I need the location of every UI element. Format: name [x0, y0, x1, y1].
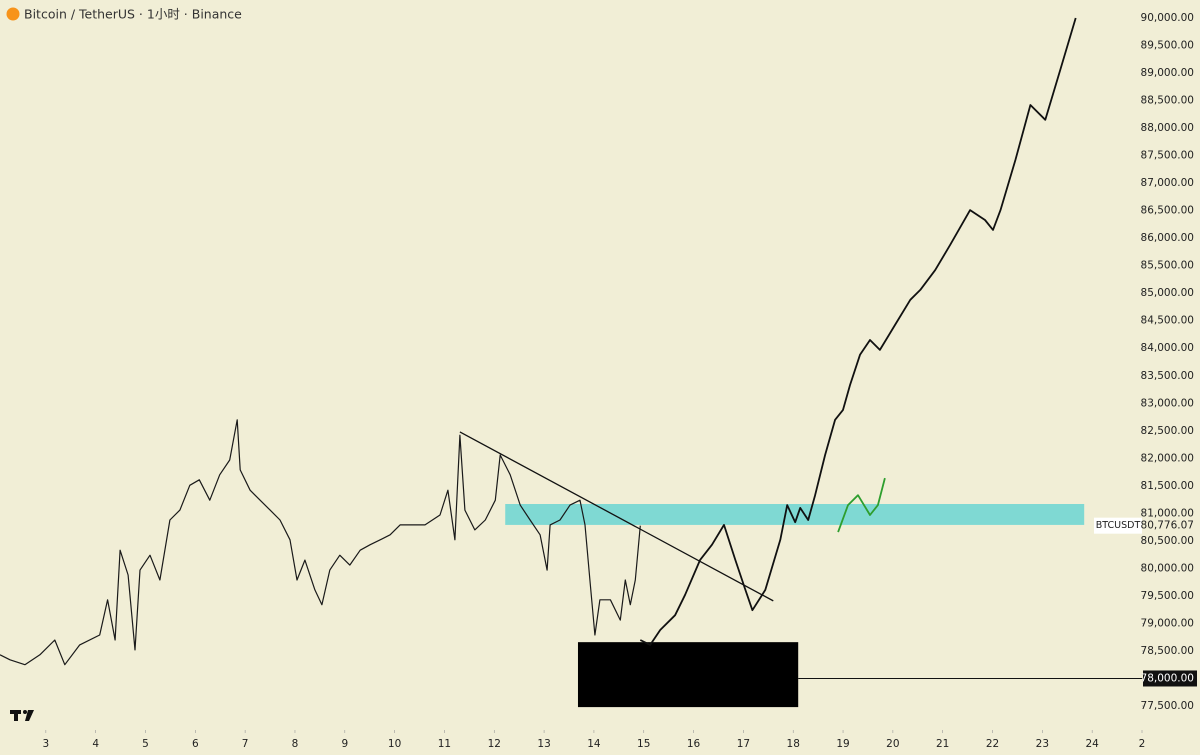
price-tag-label: 80,776.07 [1141, 520, 1194, 532]
tradingview-logo [10, 710, 34, 721]
y-tick-label: 86,000.00 [1141, 232, 1194, 244]
y-tick-label: 90,000.00 [1141, 12, 1194, 24]
x-tick-label: 23 [1036, 738, 1049, 750]
y-tick-label: 86,500.00 [1141, 205, 1194, 217]
x-tick-label: 4 [92, 738, 99, 750]
y-tick-label: 88,500.00 [1141, 95, 1194, 107]
y-tick-label: 82,000.00 [1141, 452, 1194, 464]
x-tick-label: 18 [787, 738, 800, 750]
x-tick-label: 5 [142, 738, 149, 750]
x-tick-label: 2 [1139, 738, 1146, 750]
y-tick-label: 78,500.00 [1141, 645, 1194, 657]
symbol-tag-label: BTCUSDT [1096, 520, 1141, 531]
y-tick-label: 84,000.00 [1141, 342, 1194, 354]
x-tick-label: 22 [986, 738, 999, 750]
x-tick-label: 12 [488, 738, 501, 750]
symbol-icon [6, 7, 20, 21]
y-tick-label: 80,500.00 [1141, 535, 1194, 547]
price-line [639, 17, 1077, 646]
y-tick-label: 80,000.00 [1141, 562, 1194, 574]
price-line [837, 477, 886, 533]
x-tick-label: 16 [687, 738, 701, 750]
zone [505, 504, 1085, 525]
y-tick-label: 89,000.00 [1141, 67, 1194, 79]
x-tick-label: 14 [587, 738, 601, 750]
y-tick-label: 87,500.00 [1141, 150, 1194, 162]
level-tag-label: 78,000.00 [1141, 672, 1194, 684]
level-tag [1143, 670, 1197, 687]
price-line [0, 419, 641, 666]
x-tick-label: 17 [737, 738, 750, 750]
chart-title: Bitcoin / TetherUS · 1小时 · Binance [24, 7, 242, 22]
y-tick-label: 88,000.00 [1141, 122, 1194, 134]
x-tick-label: 13 [537, 738, 550, 750]
y-tick-label: 83,000.00 [1141, 397, 1194, 409]
x-tick-label: 20 [886, 738, 899, 750]
y-axis-area [1142, 0, 1200, 755]
y-tick-label: 81,000.00 [1141, 507, 1194, 519]
x-tick-label: 21 [936, 738, 949, 750]
x-tick-label: 8 [292, 738, 299, 750]
axes: 77,500.00 78,000.00 78,500.00 79,000.00 79,5… [42, 0, 1200, 755]
y-tick-label: 84,500.00 [1141, 315, 1194, 327]
y-tick-label: 82,500.00 [1141, 425, 1194, 437]
plot-area [0, 17, 1142, 708]
y-tick-label: 77,500.00 [1141, 700, 1194, 712]
y-tick-label: 83,500.00 [1141, 370, 1194, 382]
y-tick-label: 85,500.00 [1141, 260, 1194, 272]
x-tick-label: 19 [836, 738, 849, 750]
y-tick-label: 85,000.00 [1141, 287, 1194, 299]
x-tick-label: 7 [242, 738, 249, 750]
x-tick-label: 11 [438, 738, 451, 750]
y-tick-label: 87,000.00 [1141, 177, 1194, 189]
trend-line [459, 431, 774, 602]
x-tick-label: 15 [637, 738, 650, 750]
x-tick-label: 3 [42, 738, 49, 750]
y-tick-label: 81,500.00 [1141, 480, 1194, 492]
x-tick-label: 10 [388, 738, 401, 750]
y-tick-label: 79,500.00 [1141, 590, 1194, 602]
x-tick-label: 6 [192, 738, 199, 750]
zone [577, 642, 799, 708]
symbol-tag [1094, 517, 1142, 534]
x-tick-label: 24 [1085, 738, 1099, 750]
y-tick-label: 79,000.00 [1141, 617, 1194, 629]
x-tick-label: 9 [341, 738, 348, 750]
y-tick-label: 89,500.00 [1141, 40, 1194, 52]
price-tag [1144, 517, 1200, 534]
